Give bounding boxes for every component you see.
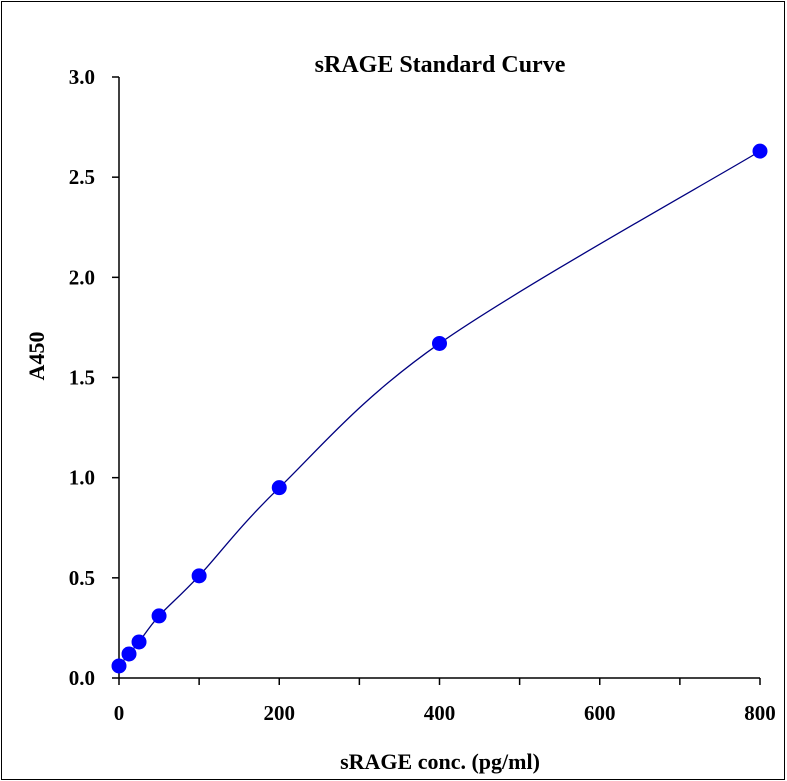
data-point [432, 335, 447, 351]
chart-title: sRAGE Standard Curve [315, 52, 566, 78]
x-axis-label: sRAGE conc. (pg/ml) [340, 749, 540, 774]
data-points [111, 143, 768, 674]
x-tick-label: 600 [584, 701, 616, 725]
x-axis-tick-labels: 0 200 400 600 800 [114, 701, 776, 725]
y-tick-label: 0.0 [69, 666, 95, 690]
y-axis-tick-labels: 0.0 0.5 1.0 1.5 2.0 2.5 3.0 [69, 65, 95, 690]
axes [118, 77, 760, 679]
data-point [151, 608, 167, 624]
data-point [131, 634, 147, 650]
x-tick-label: 800 [744, 701, 776, 725]
y-tick-label: 3.0 [69, 65, 95, 89]
y-axis-label: A450 [24, 332, 49, 381]
data-point [191, 568, 207, 584]
x-tick-label: 200 [264, 701, 296, 725]
x-tick-label: 400 [424, 701, 456, 725]
standard-curve-line [118, 150, 761, 667]
y-tick-label: 2.0 [69, 265, 95, 289]
x-axis-ticks [118, 678, 761, 685]
data-point [111, 658, 127, 674]
y-tick-label: 1.5 [69, 366, 95, 390]
data-point [271, 480, 287, 496]
y-tick-label: 0.5 [69, 566, 95, 590]
data-point [752, 143, 768, 159]
data-point [121, 646, 137, 662]
y-axis-ticks [112, 76, 119, 679]
y-tick-label: 2.5 [69, 165, 95, 189]
x-tick-label: 0 [114, 701, 125, 725]
y-tick-label: 1.0 [69, 466, 95, 490]
